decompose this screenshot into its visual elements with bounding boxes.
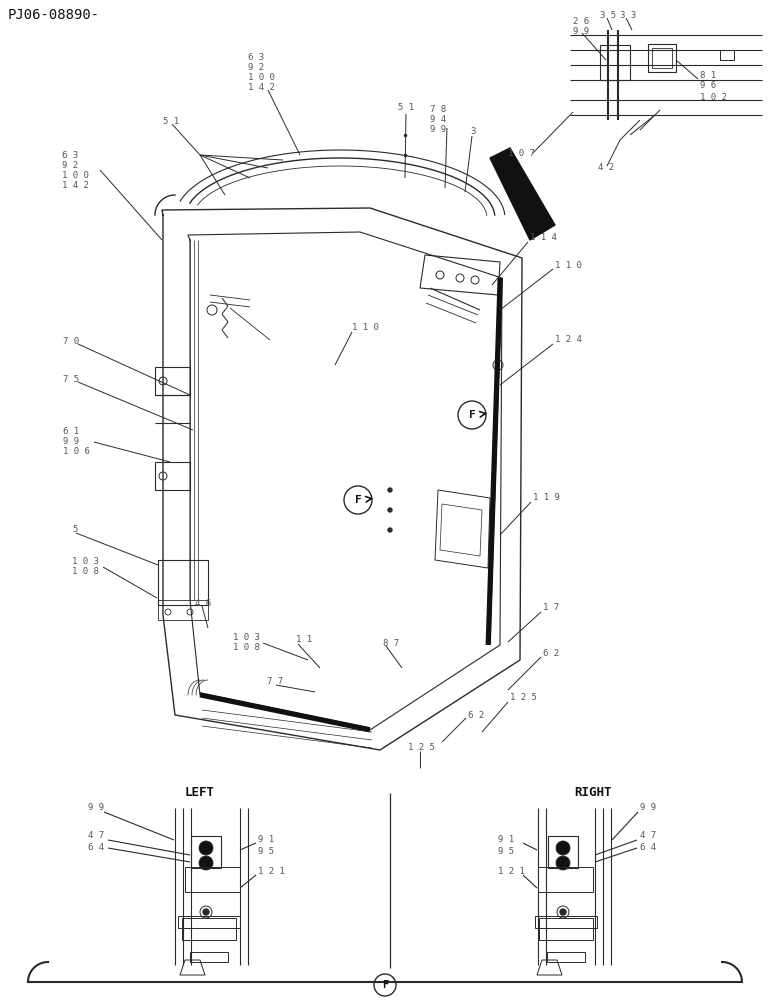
Text: 9 4: 9 4 xyxy=(430,115,446,124)
Text: 1 0 6: 1 0 6 xyxy=(63,448,90,456)
Bar xyxy=(648,44,676,72)
Text: 6 1: 6 1 xyxy=(63,428,79,436)
Text: 1 1 4: 1 1 4 xyxy=(530,233,557,242)
Text: 1 0 3: 1 0 3 xyxy=(233,633,260,642)
Text: 1 2 5: 1 2 5 xyxy=(408,744,435,752)
Bar xyxy=(600,45,630,80)
Circle shape xyxy=(199,841,213,855)
Text: 3: 3 xyxy=(470,127,476,136)
Text: 9 2: 9 2 xyxy=(248,62,264,72)
Circle shape xyxy=(560,909,566,915)
Circle shape xyxy=(388,508,392,512)
Text: 3 3: 3 3 xyxy=(620,10,636,19)
Text: 1 1 0: 1 1 0 xyxy=(352,324,379,332)
Circle shape xyxy=(388,528,392,532)
Bar xyxy=(539,918,593,940)
Text: 7 7: 7 7 xyxy=(267,678,283,686)
Bar xyxy=(547,952,585,962)
Text: 9 9: 9 9 xyxy=(88,804,104,812)
Text: 9 9: 9 9 xyxy=(430,125,446,134)
Text: 9 9: 9 9 xyxy=(573,26,589,35)
Text: 1 0 3: 1 0 3 xyxy=(72,558,99,566)
Bar xyxy=(191,836,221,868)
Polygon shape xyxy=(490,148,555,240)
Text: 7 8: 7 8 xyxy=(430,105,446,114)
Text: 9 9: 9 9 xyxy=(63,438,79,446)
Text: 3 5: 3 5 xyxy=(600,10,616,19)
Text: 9 5: 9 5 xyxy=(258,846,274,856)
Text: 7 0: 7 0 xyxy=(63,338,79,347)
Bar xyxy=(158,560,208,605)
Text: 1 0 0: 1 0 0 xyxy=(62,170,89,180)
Circle shape xyxy=(199,856,213,870)
Circle shape xyxy=(203,909,209,915)
Text: 5 1: 5 1 xyxy=(398,104,414,112)
Text: 2 6: 2 6 xyxy=(573,17,589,26)
Text: 5 1: 5 1 xyxy=(163,117,179,126)
Text: 1 0 8: 1 0 8 xyxy=(233,644,260,652)
Text: 1 2 1: 1 2 1 xyxy=(498,867,525,876)
Text: 1 1: 1 1 xyxy=(296,636,312,645)
Bar xyxy=(720,50,734,60)
Bar xyxy=(535,916,597,928)
Text: PJ06-08890-: PJ06-08890- xyxy=(8,8,100,22)
Text: 4 2: 4 2 xyxy=(598,163,614,172)
Text: 1 4 2: 1 4 2 xyxy=(248,83,275,92)
Text: 9 6: 9 6 xyxy=(700,82,716,91)
Text: 8 1: 8 1 xyxy=(700,70,716,80)
Circle shape xyxy=(556,841,570,855)
Circle shape xyxy=(556,856,570,870)
Text: 9 9: 9 9 xyxy=(640,804,656,812)
Text: 4 6: 4 6 xyxy=(195,598,211,607)
Text: 1 0 2: 1 0 2 xyxy=(700,93,727,102)
Text: 1 0 0: 1 0 0 xyxy=(248,73,275,82)
Text: 6 2: 6 2 xyxy=(543,648,559,658)
Text: F: F xyxy=(469,410,476,420)
Text: 9 5: 9 5 xyxy=(498,846,514,856)
Bar xyxy=(652,48,672,68)
Bar xyxy=(185,867,240,892)
Text: 1 7: 1 7 xyxy=(543,603,559,612)
Text: 4 7: 4 7 xyxy=(640,832,656,840)
Text: LEFT: LEFT xyxy=(185,786,215,800)
Text: 1 0 8: 1 0 8 xyxy=(72,568,99,576)
Text: RIGHT: RIGHT xyxy=(574,786,611,800)
Text: 5: 5 xyxy=(72,526,77,534)
Bar xyxy=(538,867,593,892)
Bar xyxy=(182,918,236,940)
Text: 6 4: 6 4 xyxy=(88,842,104,852)
Text: 9 1: 9 1 xyxy=(258,836,274,844)
Text: 1 4 2: 1 4 2 xyxy=(62,180,89,190)
Text: 4 7: 4 7 xyxy=(88,832,104,840)
Text: 6 3: 6 3 xyxy=(248,52,264,62)
Text: F: F xyxy=(382,980,388,990)
Text: 8 7: 8 7 xyxy=(383,639,399,648)
Text: 1 0 7: 1 0 7 xyxy=(508,148,535,157)
Bar xyxy=(158,600,208,620)
Text: 1 2 5: 1 2 5 xyxy=(510,694,537,702)
Text: 1 1 9: 1 1 9 xyxy=(533,493,560,502)
Text: 1 2 4: 1 2 4 xyxy=(555,336,582,344)
Bar xyxy=(178,916,240,928)
Bar xyxy=(190,952,228,962)
Bar xyxy=(548,836,578,868)
Text: 6 2: 6 2 xyxy=(468,710,484,720)
Bar xyxy=(155,367,190,395)
Circle shape xyxy=(388,488,392,492)
Text: 1 2 1: 1 2 1 xyxy=(258,867,285,876)
Text: 9 1: 9 1 xyxy=(498,836,514,844)
Bar xyxy=(155,462,190,490)
Text: 6 4: 6 4 xyxy=(640,842,656,852)
Text: 7 5: 7 5 xyxy=(63,375,79,384)
Text: 1 1 0: 1 1 0 xyxy=(555,260,582,269)
Text: F: F xyxy=(354,495,361,505)
Text: 6 3: 6 3 xyxy=(62,150,78,159)
Text: 9 2: 9 2 xyxy=(62,160,78,169)
